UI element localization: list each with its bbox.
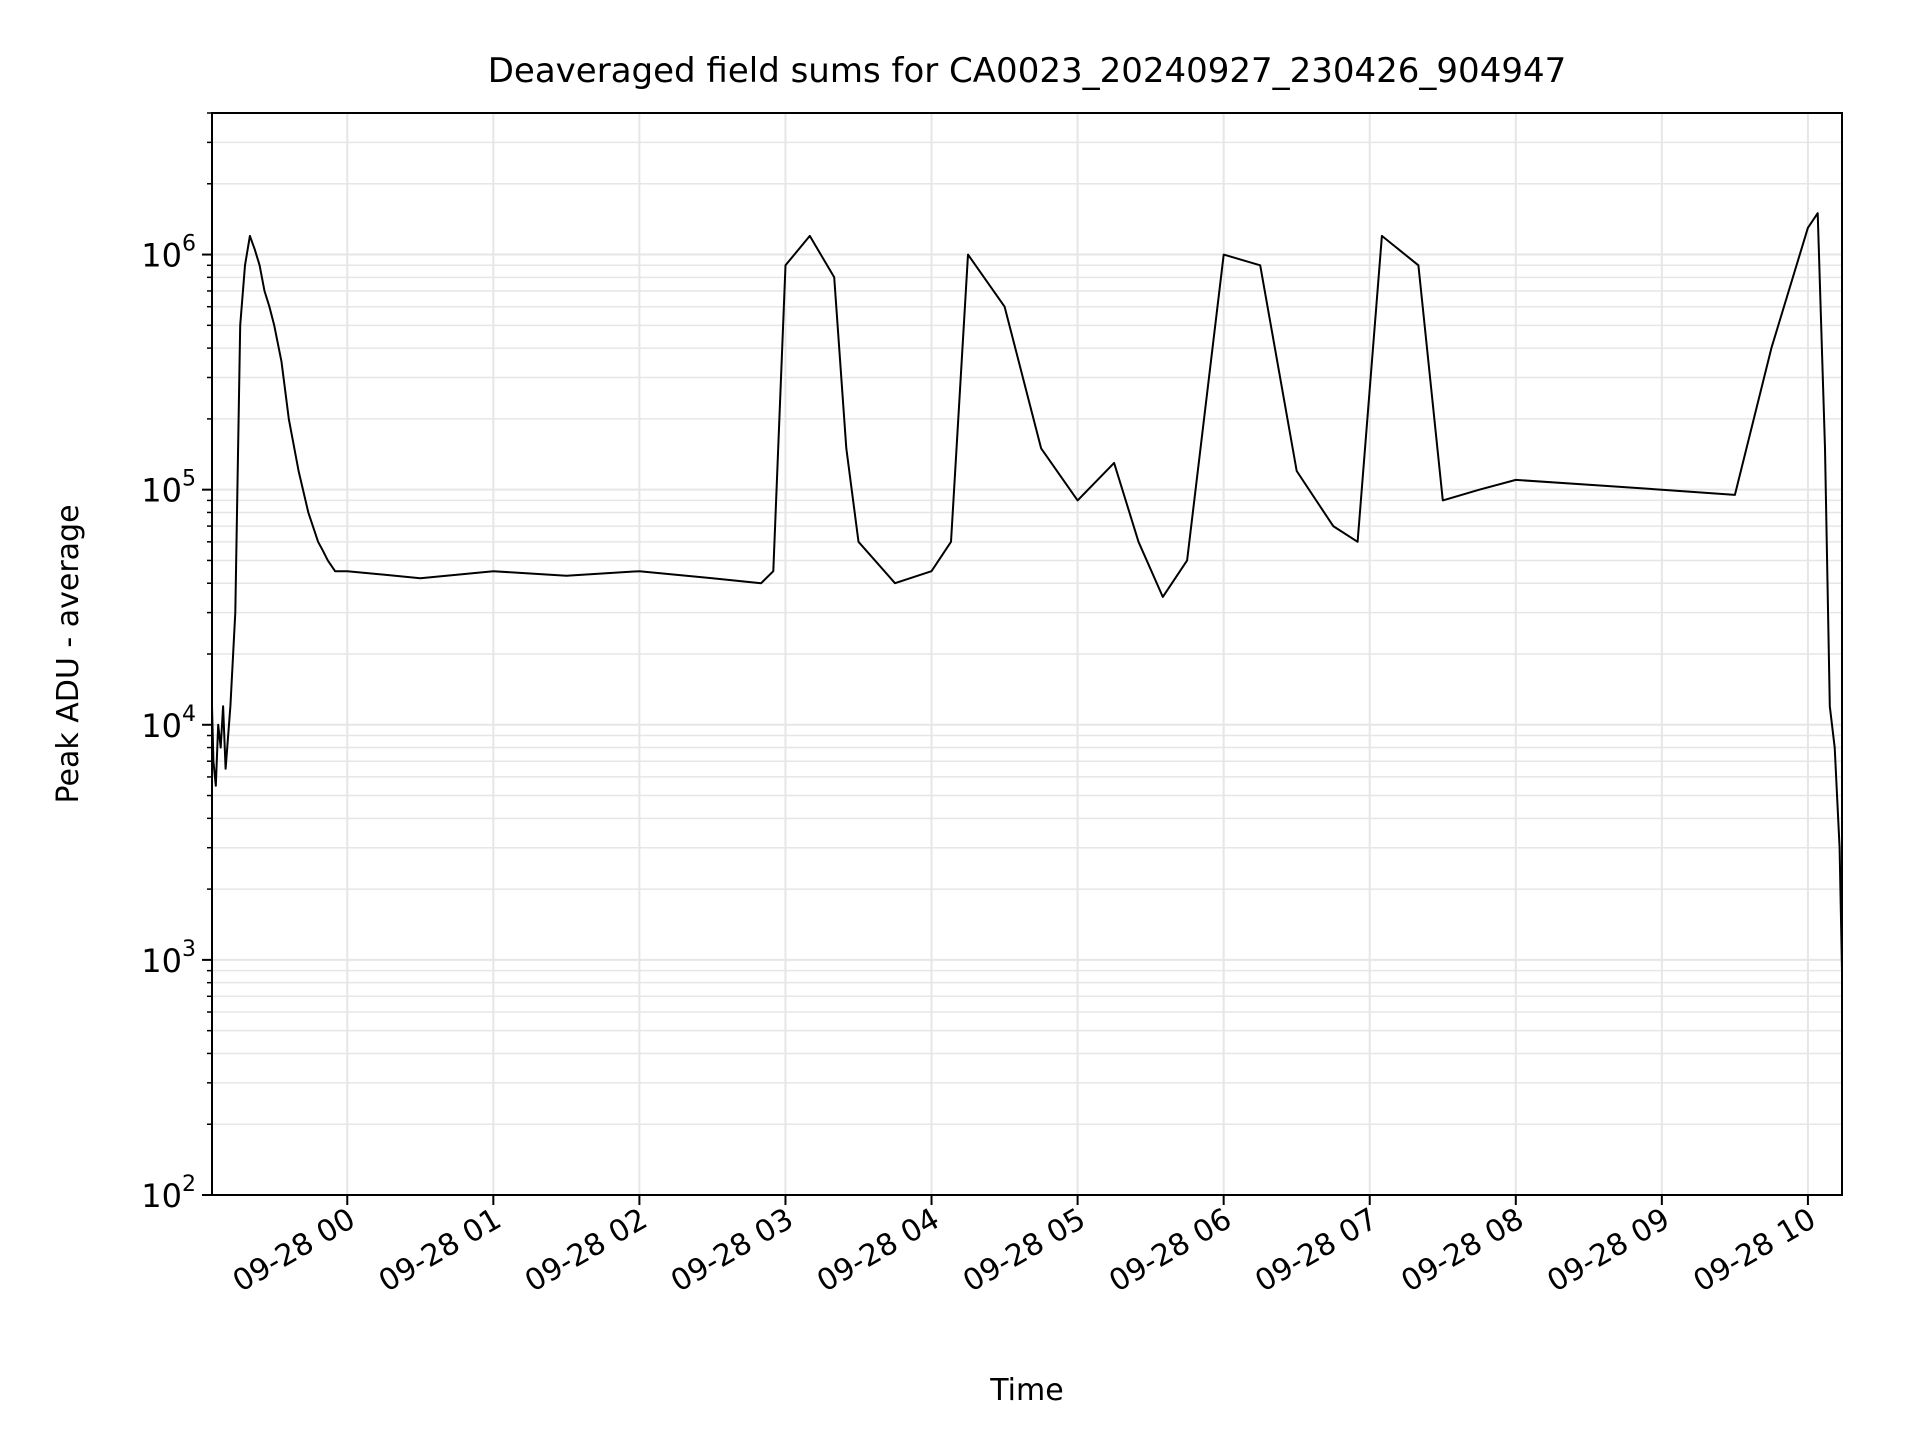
series-line [211,212,1843,971]
y-tick-label: 106 [141,232,196,275]
y-tick-label: 103 [141,937,196,980]
y-tick-label: 104 [141,702,196,745]
y-axis-label: Peak ADU - average [51,504,86,803]
series-line-group [211,212,1843,971]
grid [212,112,1842,1196]
y-tick-label: 105 [141,467,196,510]
chart-title: Deaveraged field sums for CA0023_2024092… [488,51,1566,91]
x-axis-label: Time [989,1373,1063,1408]
y-tick-label: 102 [141,1172,196,1215]
